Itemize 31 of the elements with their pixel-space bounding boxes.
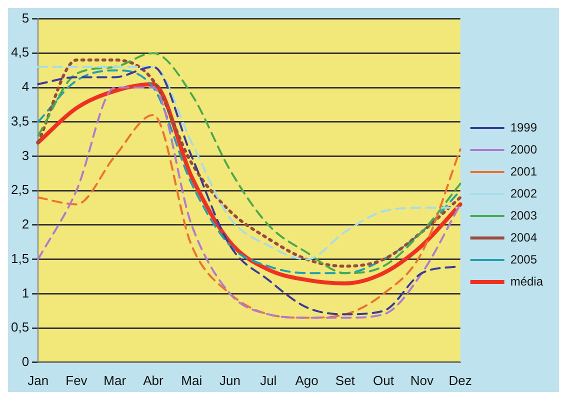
y-tick-label: 3 [22, 148, 30, 163]
y-tick-label: 0,5 [10, 320, 30, 335]
legend-label: 2001 [510, 164, 538, 178]
legend-label: 2000 [510, 142, 538, 156]
y-tick-label: 1 [22, 285, 30, 300]
y-tick-label: 3,5 [10, 113, 30, 128]
y-tick-label: 1,5 [10, 250, 30, 266]
x-tick-label: Jul [260, 372, 277, 388]
x-tick-label: Abr [143, 372, 164, 388]
y-tick-label: 4,5 [10, 44, 30, 60]
x-tick-label: Fev [66, 372, 88, 388]
x-tick-label: Jan [28, 372, 49, 388]
x-tick-label: Out [373, 372, 394, 388]
x-tick-label: Mai [181, 372, 202, 388]
x-tick-label: Nov [410, 372, 434, 388]
y-tick-label: 4 [22, 79, 30, 94]
y-tick-label: 5 [22, 10, 30, 26]
y-tick-label: 2,5 [10, 182, 30, 198]
legend-label: 2005 [510, 252, 538, 266]
legend-label: 2002 [510, 186, 538, 200]
legend-label: 2003 [510, 208, 538, 222]
x-tick-label: Ago [295, 372, 318, 388]
y-tick-label: 2 [22, 216, 30, 232]
x-tick-label: Mar [104, 372, 127, 388]
legend-label: 2004 [510, 230, 538, 244]
legend-label: 1999 [510, 120, 538, 134]
x-tick-label: Set [335, 372, 356, 388]
legend-label: média [510, 274, 544, 288]
x-tick-label: Dez [448, 372, 472, 388]
x-tick-label: Jun [220, 372, 240, 388]
y-tick-label: 0 [22, 354, 30, 369]
